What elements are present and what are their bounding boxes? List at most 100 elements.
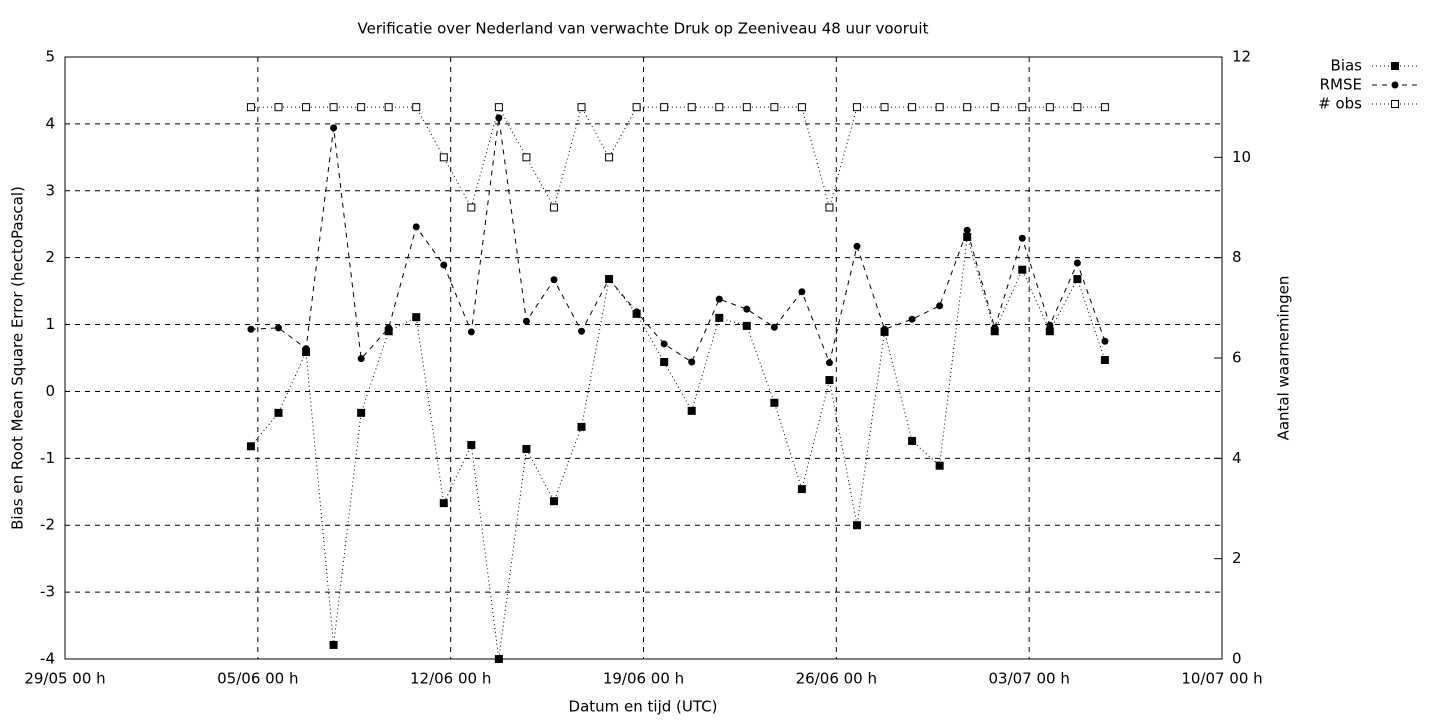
- series-line: [250, 117, 1106, 365]
- data-point: [770, 103, 779, 112]
- data-point: [633, 308, 641, 316]
- data-point: [990, 103, 999, 112]
- data-point: [274, 103, 283, 112]
- data-point: [302, 103, 311, 112]
- data-point: [798, 288, 806, 296]
- data-point: [742, 103, 751, 112]
- data-point: [1073, 103, 1082, 112]
- x-axis-label: Datum en tijd (UTC): [569, 698, 718, 716]
- data-point: [440, 261, 448, 269]
- data-point: [852, 521, 861, 530]
- data-point: [330, 124, 338, 132]
- data-point: [412, 313, 421, 322]
- data-point: [963, 226, 971, 234]
- data-point: [660, 103, 669, 112]
- data-point: [880, 103, 889, 112]
- data-point: [550, 276, 558, 284]
- data-point: [439, 153, 448, 162]
- data-point: [742, 321, 751, 330]
- y2-tick-label: 4: [1232, 449, 1242, 467]
- y-tick-label: 2: [45, 248, 55, 266]
- x-tick-label: 12/06 00 h: [410, 670, 491, 688]
- data-point: [908, 315, 916, 323]
- data-point: [770, 398, 779, 407]
- y2-tick-label: 2: [1232, 549, 1242, 567]
- data-point: [825, 376, 834, 385]
- data-point: [494, 103, 503, 112]
- data-point: [688, 358, 696, 366]
- data-point: [715, 313, 724, 322]
- data-point: [908, 436, 917, 445]
- data-point: [578, 327, 586, 335]
- data-point: [577, 422, 586, 431]
- data-point: [467, 203, 476, 212]
- data-point: [577, 103, 586, 112]
- data-point: [797, 485, 806, 494]
- data-point: [1101, 337, 1109, 345]
- data-point: [522, 444, 531, 453]
- data-point: [1045, 327, 1054, 336]
- legend-marker: [1391, 62, 1399, 70]
- legend-marker: [1391, 81, 1399, 89]
- x-tick-label: 03/07 00 h: [988, 670, 1069, 688]
- data-point: [1073, 275, 1082, 284]
- data-point: [385, 324, 393, 332]
- data-point: [1073, 259, 1081, 267]
- data-point: [1018, 234, 1026, 242]
- y-tick-label: 1: [45, 315, 55, 333]
- data-point: [963, 103, 972, 112]
- y-tick-label: -2: [40, 516, 55, 534]
- data-point: [825, 203, 834, 212]
- data-point: [412, 103, 421, 112]
- data-point: [853, 242, 861, 250]
- data-point: [935, 461, 944, 470]
- y-tick-label: -4: [40, 650, 55, 668]
- legend-label: # obs: [1318, 95, 1362, 113]
- data-point: [1018, 103, 1027, 112]
- data-point: [715, 103, 724, 112]
- x-tick-label: 05/06 00 h: [217, 670, 298, 688]
- plot-frame: [64, 56, 1223, 660]
- data-point: [605, 153, 614, 162]
- data-point: [1100, 356, 1109, 365]
- data-point: [329, 640, 338, 649]
- data-point: [357, 103, 366, 112]
- data-point: [715, 295, 723, 303]
- data-point: [274, 408, 283, 417]
- data-point: [246, 442, 255, 451]
- data-point: [495, 114, 503, 122]
- data-point: [852, 103, 861, 112]
- y2-tick-label: 6: [1232, 349, 1242, 367]
- data-point: [1018, 265, 1027, 274]
- legend-marker: [1391, 100, 1399, 108]
- data-point: [881, 325, 889, 333]
- data-point: [439, 499, 448, 508]
- data-point: [329, 103, 338, 112]
- data-point: [1100, 103, 1109, 112]
- data-point: [1046, 321, 1054, 329]
- y2-axis-label: Aantal waarnemingen: [1275, 276, 1293, 441]
- data-point: [605, 275, 613, 283]
- data-point: [687, 406, 696, 415]
- y-tick-label: 4: [45, 114, 55, 132]
- data-point: [467, 328, 475, 336]
- data-point: [660, 340, 668, 348]
- y-tick-label: -1: [40, 449, 55, 467]
- chart-title: Verificatie over Nederland van verwachte…: [358, 20, 929, 38]
- data-point: [660, 358, 669, 367]
- legend-label: RMSE: [1320, 76, 1362, 94]
- data-point: [357, 355, 365, 363]
- data-point: [522, 153, 531, 162]
- legend-label: Bias: [1331, 57, 1363, 75]
- data-point: [274, 324, 282, 332]
- data-point: [247, 325, 255, 333]
- data-point: [357, 408, 366, 417]
- data-point: [797, 103, 806, 112]
- y-tick-label: 3: [45, 181, 55, 199]
- data-point: [632, 103, 641, 112]
- data-point: [549, 203, 558, 212]
- data-point: [302, 345, 310, 353]
- data-point: [1045, 103, 1054, 112]
